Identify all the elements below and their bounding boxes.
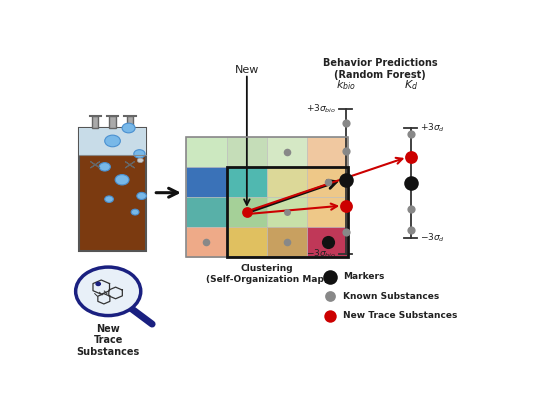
Bar (227, 227, 267, 257)
Text: Behavior Predictions
(Random Forest): Behavior Predictions (Random Forest) (323, 58, 437, 80)
Bar (78, 128, 146, 251)
Bar (307, 137, 348, 167)
Point (406, 205, 415, 212)
Point (242, 209, 251, 215)
Circle shape (115, 175, 129, 185)
Bar (186, 137, 227, 167)
Circle shape (137, 192, 146, 200)
Point (341, 228, 350, 235)
Polygon shape (90, 162, 100, 168)
Circle shape (105, 135, 120, 147)
Point (283, 239, 292, 246)
Point (326, 312, 335, 319)
Bar (227, 167, 267, 197)
Bar (267, 227, 307, 257)
Bar (186, 137, 348, 257)
Point (341, 120, 350, 126)
Text: Known Substances: Known Substances (343, 291, 440, 301)
Point (323, 239, 332, 246)
Circle shape (99, 163, 110, 171)
Bar (307, 227, 348, 257)
Point (341, 147, 350, 154)
Bar (127, 116, 133, 128)
Circle shape (134, 150, 145, 158)
Point (341, 176, 350, 183)
Bar (307, 167, 348, 197)
Point (323, 179, 332, 186)
Bar (267, 137, 307, 167)
Bar (186, 197, 227, 227)
Polygon shape (125, 162, 134, 168)
Point (406, 131, 415, 138)
Bar (92, 116, 98, 128)
Point (283, 149, 292, 155)
Text: New
Trace
Substances: New Trace Substances (77, 324, 140, 357)
Text: $+3\sigma_d$: $+3\sigma_d$ (420, 122, 445, 134)
Text: $-3\sigma_{bio}$: $-3\sigma_{bio}$ (306, 248, 336, 260)
Bar (227, 137, 267, 167)
Point (283, 209, 292, 215)
Bar (267, 167, 307, 197)
Polygon shape (90, 162, 100, 168)
Point (406, 226, 415, 233)
Polygon shape (125, 162, 134, 168)
Circle shape (76, 267, 141, 315)
Circle shape (105, 196, 113, 202)
Point (326, 273, 335, 280)
Text: $+3\sigma_{bio}$: $+3\sigma_{bio}$ (306, 102, 336, 115)
Text: New: New (235, 65, 259, 75)
Circle shape (96, 282, 100, 286)
Text: $-3\sigma_d$: $-3\sigma_d$ (420, 232, 445, 244)
Bar (78, 128, 146, 155)
Bar (227, 197, 267, 227)
Point (406, 154, 415, 160)
Point (202, 239, 211, 246)
Text: $K_d$: $K_d$ (404, 79, 418, 92)
Text: Clustering
(Self-Organization Map): Clustering (Self-Organization Map) (206, 265, 328, 284)
Text: $k_{bio}$: $k_{bio}$ (335, 79, 356, 92)
Bar (267, 197, 307, 227)
Text: New Trace Substances: New Trace Substances (343, 311, 458, 320)
Point (406, 180, 415, 186)
Point (326, 293, 335, 299)
Bar (110, 116, 115, 128)
Circle shape (137, 158, 143, 163)
Bar (307, 197, 348, 227)
Bar (186, 167, 227, 197)
Circle shape (122, 123, 135, 133)
Text: Markers: Markers (343, 272, 385, 281)
Circle shape (131, 209, 139, 215)
Bar (186, 227, 227, 257)
Point (341, 202, 350, 209)
Bar (227, 167, 348, 257)
